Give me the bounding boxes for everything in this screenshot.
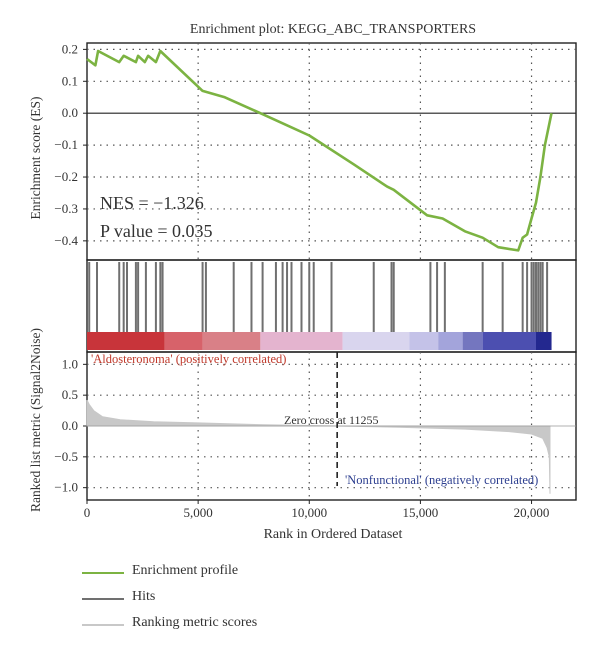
rank-color-segment-4	[342, 332, 410, 350]
rank-color-segment-2	[202, 332, 261, 350]
metric-panel: 1.0 0.5 0.0 −0.5 −1.0 0 5,000 10,000 15,000 20,00…	[54, 351, 577, 520]
pvalue-label: P value = 0.035	[100, 221, 212, 241]
es-ytick-label-6: −0.4	[54, 233, 78, 248]
rank-color-segment-8	[482, 332, 536, 350]
hits-panel	[86, 259, 577, 353]
es-ytick-label-3: −0.1	[54, 137, 78, 152]
es-ytick-label-4: −0.2	[54, 169, 78, 184]
x-tick-label-3: 15,000	[403, 505, 439, 520]
metric-ytick-label-1: 0.5	[62, 387, 78, 402]
nes-label: NES = −1.326	[100, 193, 204, 213]
ranking-metric-area	[86, 399, 551, 494]
legend-label-hits: Hits	[132, 589, 156, 604]
metric-ytick-label-3: −0.5	[54, 449, 78, 464]
legend-swatch-hits	[82, 598, 124, 600]
es-ytick-label-5: −0.3	[54, 201, 78, 216]
zero-cross-label: Zero cross at 11255	[284, 413, 379, 427]
x-tick-label-1: 5,000	[184, 505, 213, 520]
chart-title: Enrichment plot: KEGG_ABC_TRANSPORTERS	[190, 22, 476, 37]
es-y-axis-label: Enrichment score (ES)	[28, 97, 43, 220]
enrichment-profile-line	[86, 49, 553, 252]
rank-color-segment-5	[409, 332, 439, 350]
x-axis-label: Rank in Ordered Dataset	[264, 527, 403, 542]
metric-ytick-label-2: 0.0	[62, 418, 78, 433]
positive-correlation-label: 'Aldosteronoma' (positively correlated)	[91, 352, 286, 366]
rank-color-segment-3	[260, 332, 343, 350]
x-tick-label-4: 20,000	[514, 505, 550, 520]
negative-correlation-label: 'Nonfunctional' (negatively correlated)	[345, 473, 538, 487]
rank-color-segment-6	[438, 332, 463, 350]
es-ytick-label-2: 0.0	[62, 105, 78, 120]
rank-color-segment-7	[462, 332, 483, 350]
rank-color-segment-1	[164, 332, 203, 350]
x-tick-label-0: 0	[84, 505, 91, 520]
es-ytick-label-1: 0.1	[62, 73, 78, 88]
legend-swatch-enrichment	[82, 572, 124, 574]
legend-label-enrichment: Enrichment profile	[132, 563, 239, 578]
x-tick-label-2: 10,000	[291, 505, 327, 520]
metric-ytick-label-4: −1.0	[54, 480, 78, 495]
es-ytick-label-0: 0.2	[62, 41, 78, 56]
metric-ytick-label-0: 1.0	[62, 356, 78, 371]
metric-y-axis-label: Ranked list metric (Signal2Noise)	[28, 328, 43, 512]
rank-color-segment-9	[535, 332, 552, 350]
rank-color-segment-0	[87, 332, 165, 350]
legend-swatch-metric	[82, 624, 124, 626]
legend-label-metric: Ranking metric scores	[132, 615, 258, 630]
